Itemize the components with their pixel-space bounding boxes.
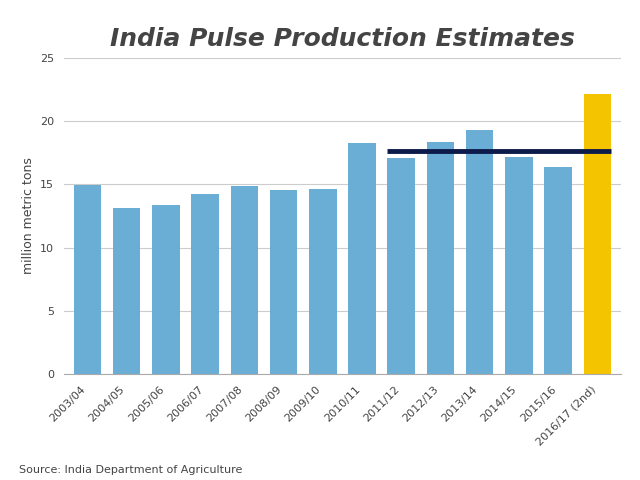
Title: India Pulse Production Estimates: India Pulse Production Estimates — [110, 27, 575, 51]
Bar — [466, 130, 493, 374]
Bar — [270, 190, 298, 374]
Text: Source: India Department of Agriculture: Source: India Department of Agriculture — [19, 465, 243, 475]
Y-axis label: million metric tons: million metric tons — [22, 157, 35, 275]
Bar — [113, 208, 140, 374]
Bar — [74, 185, 101, 374]
Bar — [152, 205, 180, 374]
Bar — [230, 186, 258, 374]
Bar — [348, 143, 376, 374]
Bar — [545, 167, 572, 374]
Bar — [584, 94, 611, 374]
Bar — [387, 158, 415, 374]
Bar — [505, 157, 532, 374]
Bar — [309, 189, 337, 374]
Bar — [427, 142, 454, 374]
Bar — [191, 194, 219, 374]
